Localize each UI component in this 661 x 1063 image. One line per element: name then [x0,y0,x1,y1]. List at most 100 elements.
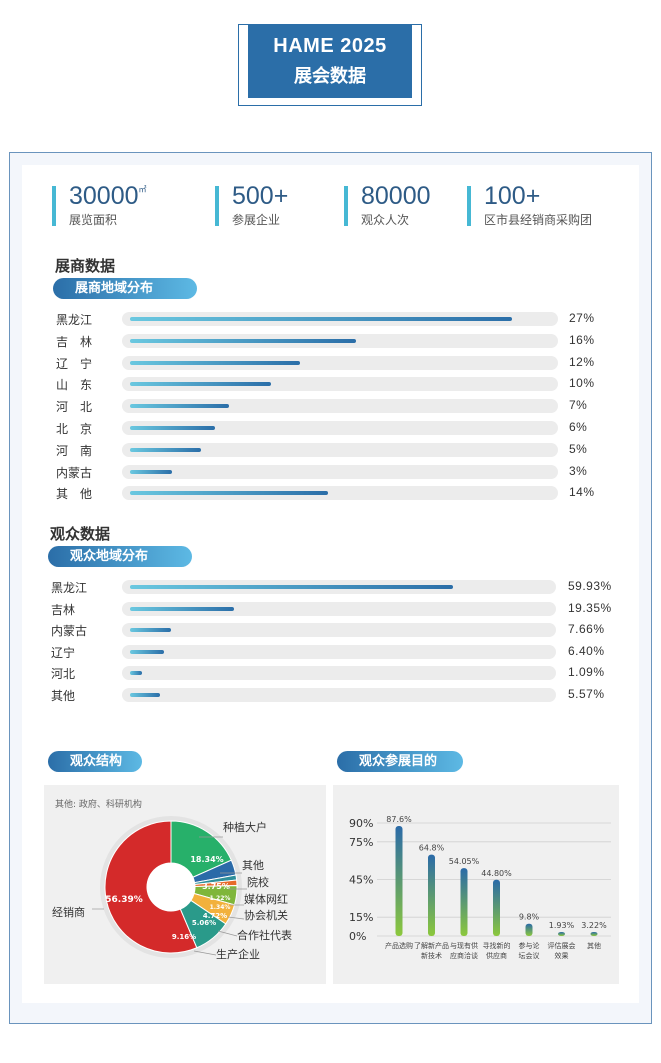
y-tick-label: 45% [349,874,373,887]
region-track [122,486,558,501]
y-tick-label: 15% [349,911,373,924]
x-category-label: 新技术 [421,951,442,960]
region-row: 北 京 6% [0,420,661,436]
slice-name: 合作社代表 [237,928,292,942]
region-name: 其他 [51,689,76,703]
stat-bar [467,186,471,226]
region-row: 吉 林 16% [0,333,661,349]
stat-value: 500+ [232,182,289,210]
region-track [122,688,556,702]
region-row: 内蒙古 7.66% [0,622,661,638]
x-category-label: 产品选购 [385,941,413,950]
bar [395,826,403,936]
region-row: 辽宁 6.40% [0,644,661,660]
visitor-heading: 观众数据 [50,525,111,543]
region-track [122,644,556,659]
region-track [122,377,558,392]
structure-note: 其他: 政府、科研机构 [55,800,142,810]
region-name: 内蒙古 [56,465,93,480]
bar [460,868,468,936]
stat-label: 观众人次 [361,213,410,227]
region-track [122,421,558,435]
bar-value-label: 87.6% [386,815,412,824]
purpose-pill: 观众参展目的 [337,751,463,772]
region-fill [130,693,161,697]
region-percent: 5% [569,441,588,456]
region-percent: 12% [569,354,595,369]
region-fill [130,447,201,452]
region-percent: 7.66% [568,622,605,637]
stat-bar [215,186,219,226]
region-row: 河 南 5% [0,442,661,458]
region-percent: 10% [569,376,595,391]
y-tick-label: 0% [349,930,366,943]
x-category-label: 应商洽谈 [450,951,478,960]
region-fill [130,491,329,496]
bar [525,923,533,936]
region-name: 吉林 [51,602,76,617]
slice-name: 经销商 [52,905,85,919]
region-percent: 16% [569,332,595,347]
bar [558,932,565,936]
region-name: 河北 [51,667,76,682]
bar-value-label: 64.8% [419,844,445,853]
leader-line [217,930,238,937]
exhibitor-region-pill: 展商地域分布 [53,278,197,299]
exhibitor-heading: 展商数据 [55,257,116,275]
region-percent: 19.35% [568,600,612,615]
region-fill [130,317,512,321]
stat-dealer-groups: 100+ 区市县经销商采购团 [467,182,627,227]
slice-name: 媒体网红 [244,892,288,906]
stat-bar [52,186,56,226]
region-row: 黑龙江 27% [0,311,661,327]
region-track [122,601,556,616]
bar [428,854,435,936]
stat-visitors: 80000 观众人次 [344,182,464,227]
slice-percent: 9.16% [172,933,196,941]
region-name: 辽 宁 [56,356,93,371]
y-tick-label: 75% [349,836,373,849]
bar-value-label: 3.22% [581,921,607,930]
region-row: 辽 宁 12% [0,355,661,371]
region-fill [130,671,142,676]
slice-percent: 1.34% [210,904,231,911]
bar [493,879,500,936]
stat-value: 80000 [361,182,431,210]
x-category-label: 寻找新的 [483,941,511,950]
purpose-panel [333,785,619,984]
region-track [122,442,558,457]
x-category-label: 参与论 [519,941,540,950]
region-row: 山 东 10% [0,376,661,392]
region-percent: 5.57% [568,687,605,701]
region-fill [130,649,165,654]
region-name: 河 北 [56,400,93,415]
region-fill [130,360,300,365]
x-category-label: 了解新产品 [414,941,449,950]
leader-line [193,950,217,956]
slice-percent: 1.22% [210,895,231,902]
region-percent: 6% [569,420,588,434]
header-box: HAME 2025 展会数据 [248,24,412,98]
region-percent: 59.93% [568,579,612,593]
stat-exhibitors: 500+ 参展企业 [215,182,335,227]
bar-value-label: 44.80% [481,869,512,878]
region-percent: 27% [569,311,595,325]
region-fill [130,469,173,474]
x-category-label: 与现有供 [450,941,478,950]
region-name: 黑龙江 [51,581,88,595]
visitor-region-pill: 观众地域分布 [48,546,192,567]
header-title-en: HAME 2025 [273,35,387,57]
region-row: 河北 1.09% [0,665,661,681]
bar-value-label: 1.93% [549,921,575,930]
leader-line [227,916,245,920]
slice-percent: 18.34% [190,855,223,864]
bar-value-label: 9.8% [519,913,540,922]
slice-percent: 3.75% [202,882,230,891]
slice-percent: 56.39% [105,895,143,905]
region-percent: 3% [569,463,588,478]
stat-bar [344,186,348,226]
region-track [122,623,556,638]
region-name: 吉 林 [56,334,93,349]
x-category-label: 其他 [587,941,601,950]
region-name: 内蒙古 [51,624,88,639]
